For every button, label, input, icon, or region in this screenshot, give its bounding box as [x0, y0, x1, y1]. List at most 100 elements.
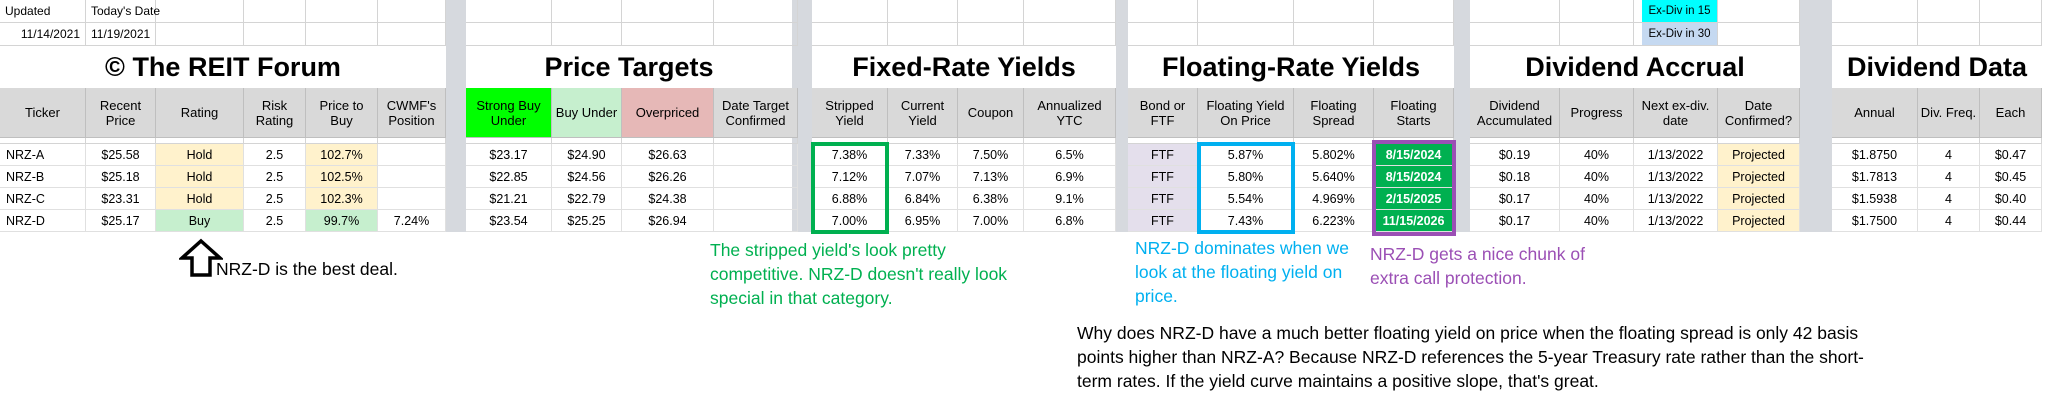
ex-div-30-legend[interactable]: Ex-Div in 30: [1642, 23, 1718, 46]
grid-cell[interactable]: [378, 23, 446, 46]
table-cell[interactable]: 6.9%: [1024, 166, 1116, 188]
table-cell[interactable]: $25.17: [86, 210, 156, 232]
column-header[interactable]: Annual: [1832, 88, 1918, 138]
grid-cell[interactable]: [244, 23, 306, 46]
table-cell[interactable]: Hold: [156, 188, 244, 210]
table-cell[interactable]: $0.40: [1980, 188, 2042, 210]
table-cell[interactable]: 5.640%: [1294, 166, 1374, 188]
table-cell[interactable]: 4.969%: [1294, 188, 1374, 210]
table-cell[interactable]: $0.47: [1980, 144, 2042, 166]
table-cell[interactable]: 7.07%: [888, 166, 958, 188]
table-cell[interactable]: $25.25: [552, 210, 622, 232]
column-header[interactable]: Recent Price: [86, 88, 156, 138]
column-header[interactable]: Next ex-div. date: [1634, 88, 1718, 138]
table-cell[interactable]: 5.802%: [1294, 144, 1374, 166]
grid-cell[interactable]: [1294, 0, 1374, 23]
table-cell[interactable]: 8/15/2024: [1374, 166, 1454, 188]
table-cell[interactable]: 9.1%: [1024, 188, 1116, 210]
updated-value[interactable]: 11/14/2021: [0, 23, 86, 46]
table-cell[interactable]: 7.33%: [888, 144, 958, 166]
table-cell[interactable]: FTF: [1128, 144, 1198, 166]
table-cell[interactable]: $23.54: [466, 210, 552, 232]
table-cell[interactable]: Projected: [1718, 188, 1800, 210]
grid-cell[interactable]: [244, 0, 306, 23]
grid-cell[interactable]: [1980, 0, 2042, 23]
column-header[interactable]: Coupon: [958, 88, 1024, 138]
table-cell[interactable]: $21.21: [466, 188, 552, 210]
table-cell[interactable]: 102.3%: [306, 188, 378, 210]
table-cell[interactable]: $24.56: [552, 166, 622, 188]
grid-cell[interactable]: [378, 0, 446, 23]
grid-cell[interactable]: [622, 23, 714, 46]
table-cell[interactable]: [714, 144, 798, 166]
table-cell[interactable]: $23.31: [86, 188, 156, 210]
table-cell[interactable]: Hold: [156, 166, 244, 188]
column-header[interactable]: Risk Rating: [244, 88, 306, 138]
grid-cell[interactable]: [812, 0, 888, 23]
table-cell[interactable]: 99.7%: [306, 210, 378, 232]
table-cell[interactable]: $0.17: [1470, 188, 1560, 210]
grid-cell[interactable]: [888, 0, 958, 23]
table-cell[interactable]: 1/13/2022: [1634, 166, 1718, 188]
column-header[interactable]: Bond or FTF: [1128, 88, 1198, 138]
table-cell[interactable]: $1.7500: [1832, 210, 1918, 232]
table-cell[interactable]: $1.7813: [1832, 166, 1918, 188]
grid-cell[interactable]: [1560, 23, 1634, 46]
table-cell[interactable]: Hold: [156, 144, 244, 166]
column-header[interactable]: Overpriced: [622, 88, 714, 138]
table-cell[interactable]: [714, 188, 798, 210]
table-cell[interactable]: 6.84%: [888, 188, 958, 210]
table-cell[interactable]: FTF: [1128, 188, 1198, 210]
grid-cell[interactable]: [812, 23, 888, 46]
table-cell[interactable]: 2.5: [244, 144, 306, 166]
grid-cell[interactable]: [714, 23, 798, 46]
table-cell[interactable]: $25.58: [86, 144, 156, 166]
table-cell[interactable]: 6.95%: [888, 210, 958, 232]
table-cell[interactable]: 4: [1918, 188, 1980, 210]
column-header[interactable]: Dividend Accumulated: [1470, 88, 1560, 138]
table-cell[interactable]: 4: [1918, 210, 1980, 232]
todays-date-label[interactable]: Today's Date: [86, 0, 244, 23]
table-cell[interactable]: 6.223%: [1294, 210, 1374, 232]
table-cell[interactable]: $23.17: [466, 144, 552, 166]
updated-label[interactable]: Updated: [0, 0, 86, 23]
grid-cell[interactable]: [1128, 23, 1198, 46]
grid-cell[interactable]: [306, 23, 378, 46]
grid-cell[interactable]: [1374, 23, 1454, 46]
table-cell[interactable]: NRZ-D: [0, 210, 86, 232]
grid-cell[interactable]: [888, 23, 958, 46]
column-header[interactable]: Buy Under: [552, 88, 622, 138]
table-cell[interactable]: $24.38: [622, 188, 714, 210]
table-cell[interactable]: 2/15/2025: [1374, 188, 1454, 210]
column-header[interactable]: Price to Buy: [306, 88, 378, 138]
table-cell[interactable]: NRZ-C: [0, 188, 86, 210]
table-cell[interactable]: 1/13/2022: [1634, 210, 1718, 232]
table-cell[interactable]: NRZ-A: [0, 144, 86, 166]
grid-cell[interactable]: [1198, 0, 1294, 23]
grid-cell[interactable]: [1980, 23, 2042, 46]
column-header[interactable]: Date Confirmed?: [1718, 88, 1800, 138]
todays-date-value[interactable]: 11/19/2021: [86, 23, 244, 46]
table-cell[interactable]: $26.63: [622, 144, 714, 166]
grid-cell[interactable]: [1918, 0, 1980, 23]
table-cell[interactable]: 6.38%: [958, 188, 1024, 210]
grid-cell[interactable]: [466, 23, 552, 46]
grid-cell[interactable]: [306, 0, 378, 23]
grid-cell[interactable]: [1470, 23, 1560, 46]
table-cell[interactable]: 40%: [1560, 166, 1634, 188]
table-cell[interactable]: 1/13/2022: [1634, 144, 1718, 166]
grid-cell[interactable]: [1918, 23, 1980, 46]
table-cell[interactable]: $26.94: [622, 210, 714, 232]
table-cell[interactable]: 6.8%: [1024, 210, 1116, 232]
table-cell[interactable]: 102.5%: [306, 166, 378, 188]
grid-cell[interactable]: [1294, 23, 1374, 46]
table-cell[interactable]: Buy: [156, 210, 244, 232]
table-cell[interactable]: $22.79: [552, 188, 622, 210]
table-cell[interactable]: $0.17: [1470, 210, 1560, 232]
table-cell[interactable]: 1/13/2022: [1634, 188, 1718, 210]
column-header[interactable]: Floating Starts: [1374, 88, 1454, 138]
table-cell[interactable]: [714, 210, 798, 232]
table-cell[interactable]: 11/15/2026: [1374, 210, 1454, 232]
column-header[interactable]: Strong Buy Under: [466, 88, 552, 138]
table-cell[interactable]: 8/15/2024: [1374, 144, 1454, 166]
